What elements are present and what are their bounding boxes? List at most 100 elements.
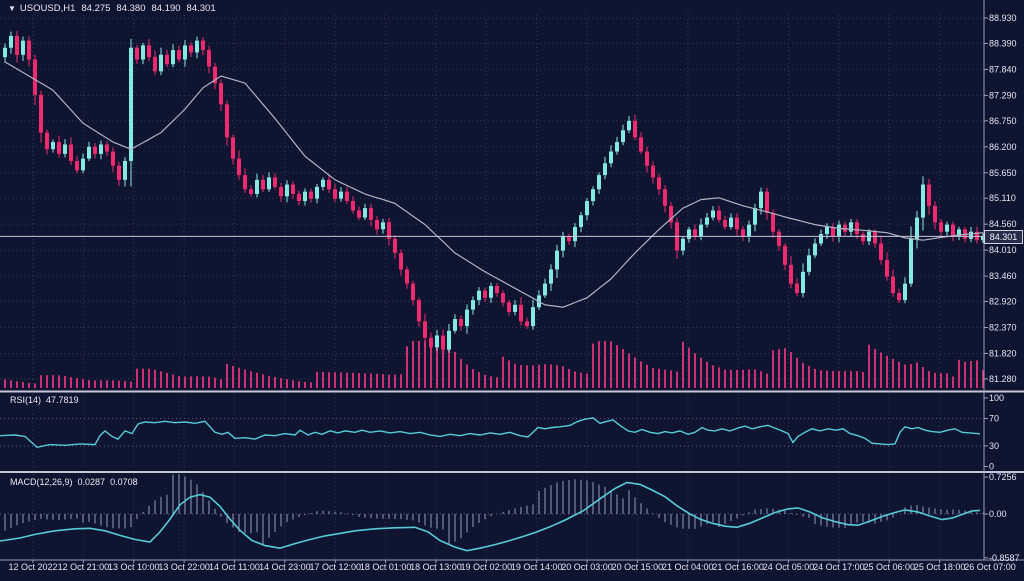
candle-body — [51, 142, 55, 150]
candle-body — [357, 210, 361, 218]
candle-body — [801, 271, 805, 294]
volume-bar — [76, 378, 78, 388]
candle-body — [837, 224, 841, 237]
price-tick-label: 83.460 — [989, 271, 1017, 281]
volume-bar — [934, 372, 936, 388]
candle-body — [207, 50, 211, 67]
candle-body — [567, 236, 571, 242]
volume-bar — [754, 369, 756, 388]
candle-body — [663, 189, 667, 206]
candle-body — [237, 158, 241, 176]
volume-bar — [736, 369, 738, 388]
volume-bar — [580, 372, 582, 388]
candle-body — [933, 205, 937, 223]
volume-bar — [100, 380, 102, 388]
volume-bar — [688, 347, 690, 388]
current-price-box: 84.301 — [984, 229, 1023, 244]
candle-body — [405, 269, 409, 284]
rsi-tick-label: 100 — [989, 393, 1004, 403]
candle-body — [513, 304, 517, 312]
volume-bar — [40, 375, 42, 388]
volume-bar — [16, 381, 18, 388]
volume-bar — [226, 364, 228, 388]
candle-body — [945, 224, 949, 232]
candle-body — [363, 208, 367, 218]
candle-body — [255, 179, 259, 194]
candle-body — [909, 238, 913, 284]
volume-bar — [46, 375, 48, 388]
time-tick-label: 24 Oct 17:00 — [813, 562, 865, 572]
volume-bar — [778, 349, 780, 388]
volume-bar — [784, 348, 786, 388]
candle-body — [759, 191, 763, 209]
volume-bar — [892, 358, 894, 388]
volume-bar — [454, 351, 456, 388]
candle-body — [627, 120, 631, 131]
volume-bar — [448, 341, 450, 388]
candle-body — [201, 40, 205, 51]
candle-body — [519, 304, 523, 322]
volume-bar — [796, 357, 798, 388]
candle-body — [489, 285, 493, 298]
volume-bar — [70, 377, 72, 388]
candle-body — [927, 184, 931, 206]
volume-bar — [616, 345, 618, 388]
volume-bar — [562, 366, 564, 388]
volume-bar — [898, 361, 900, 388]
volume-bar — [382, 374, 384, 388]
price-tick-label: 85.650 — [989, 168, 1017, 178]
time-tick-label: 17 Oct 12:00 — [309, 562, 361, 572]
volume-bar — [658, 368, 660, 388]
candle-body — [321, 179, 325, 187]
price-tick-label: 84.560 — [989, 219, 1017, 229]
candle-body — [393, 238, 397, 253]
volume-bar — [352, 372, 354, 388]
candle-body — [471, 300, 475, 310]
candle-body — [807, 255, 811, 272]
macd-tick-label: 0.00 — [989, 509, 1007, 519]
candle-body — [543, 283, 547, 296]
volume-bar — [310, 382, 312, 388]
candle-body — [99, 144, 103, 154]
candle-body — [711, 210, 715, 218]
time-tick-label: 18 Oct 13:00 — [410, 562, 462, 572]
volume-bar — [844, 371, 846, 388]
candle-body — [669, 205, 673, 223]
candle-body — [423, 321, 427, 338]
volume-bar — [292, 380, 294, 388]
candle-body — [699, 224, 703, 237]
candle-body — [849, 222, 853, 232]
candle-body — [411, 283, 415, 301]
volume-bar — [178, 375, 180, 388]
price-tick-label: 88.930 — [989, 13, 1017, 23]
volume-bar — [886, 355, 888, 388]
volume-bar — [154, 369, 156, 388]
volume-bar — [238, 367, 240, 388]
volume-bar — [358, 373, 360, 388]
time-tick-label: 12 Oct 21:00 — [58, 562, 110, 572]
time-tick-label: 19 Oct 02:00 — [461, 562, 513, 572]
candle-body — [339, 191, 343, 199]
time-tick-label: 25 Oct 18:00 — [914, 562, 966, 572]
volume-bar — [328, 372, 330, 388]
candle-body — [39, 94, 43, 133]
candle-body — [297, 193, 301, 202]
volume-bar — [10, 380, 12, 388]
candle-body — [45, 132, 49, 150]
volume-bar — [106, 380, 108, 388]
candle-body — [525, 321, 529, 327]
volume-bar — [604, 341, 606, 388]
volume-bar — [160, 371, 162, 388]
volume-bar — [166, 373, 168, 388]
candle-body — [417, 300, 421, 322]
volume-bar — [904, 364, 906, 388]
price-tick-label: 87.290 — [989, 90, 1017, 100]
candle-body — [147, 45, 151, 58]
volume-bar — [628, 353, 630, 388]
candle-body — [765, 191, 769, 213]
price-tick-label: 87.840 — [989, 64, 1017, 74]
volume-bar — [700, 357, 702, 388]
candle-body — [855, 222, 859, 235]
moving-average-line — [4, 61, 984, 308]
